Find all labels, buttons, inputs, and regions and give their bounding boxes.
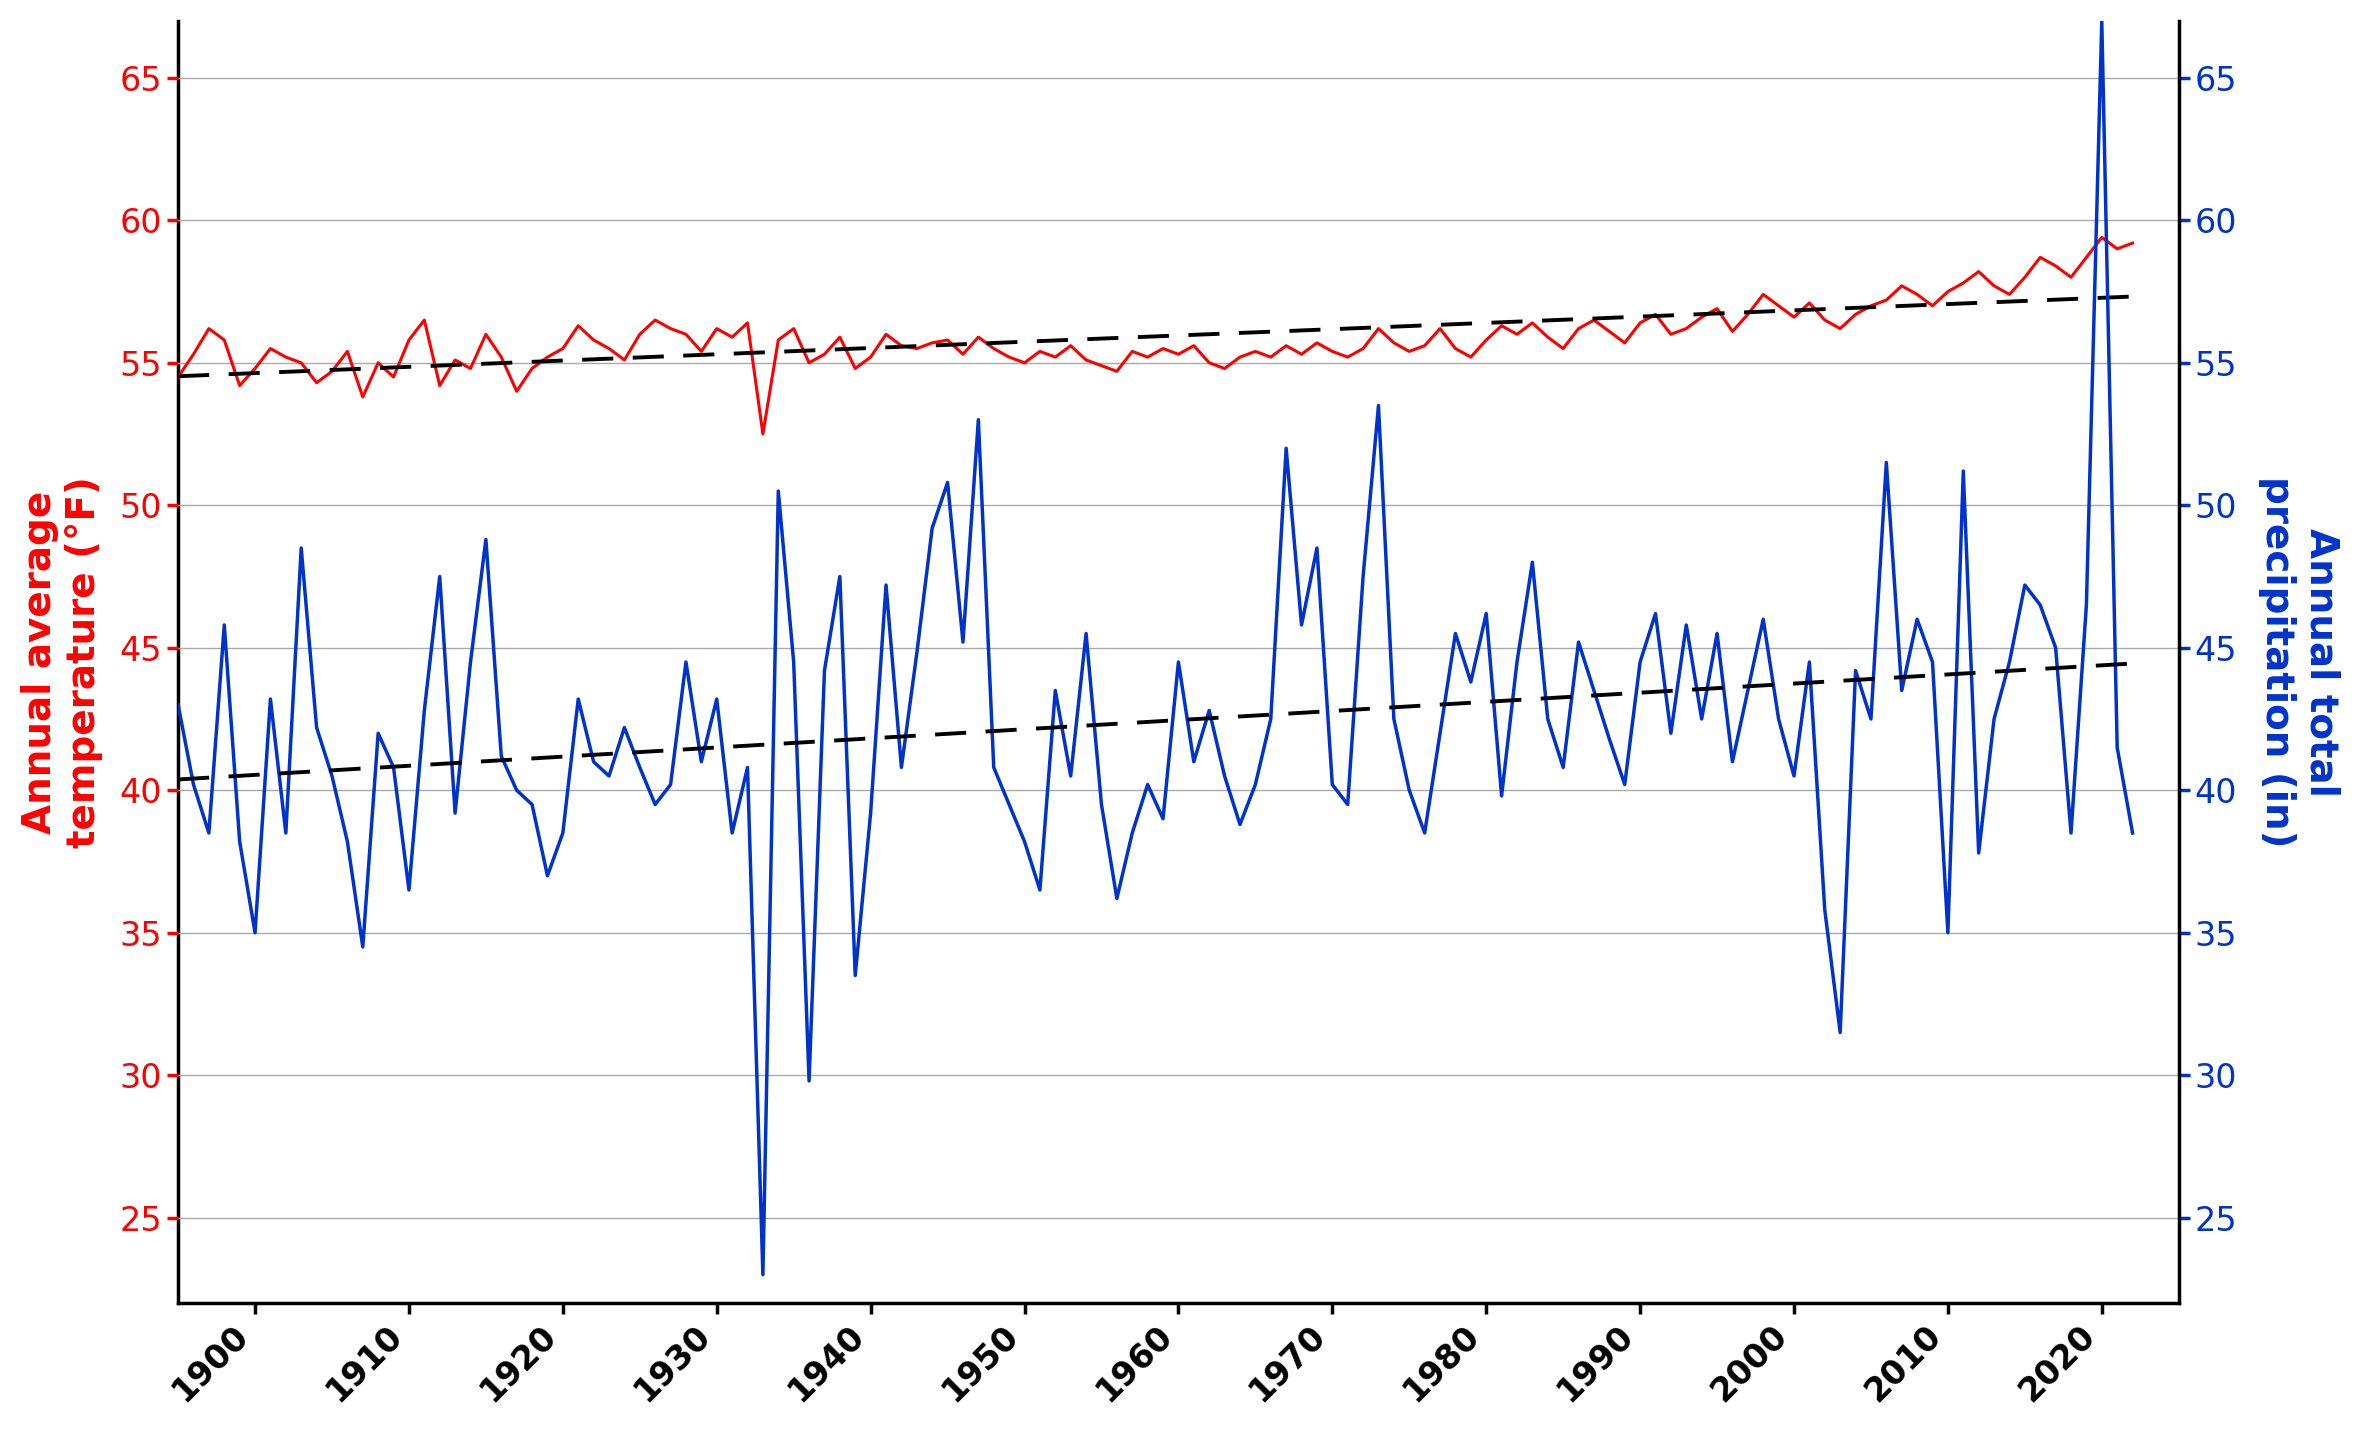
Y-axis label: Annual total
precipitation (in): Annual total precipitation (in) <box>2257 476 2340 847</box>
Y-axis label: Annual average
temperature (°F): Annual average temperature (°F) <box>21 476 104 847</box>
